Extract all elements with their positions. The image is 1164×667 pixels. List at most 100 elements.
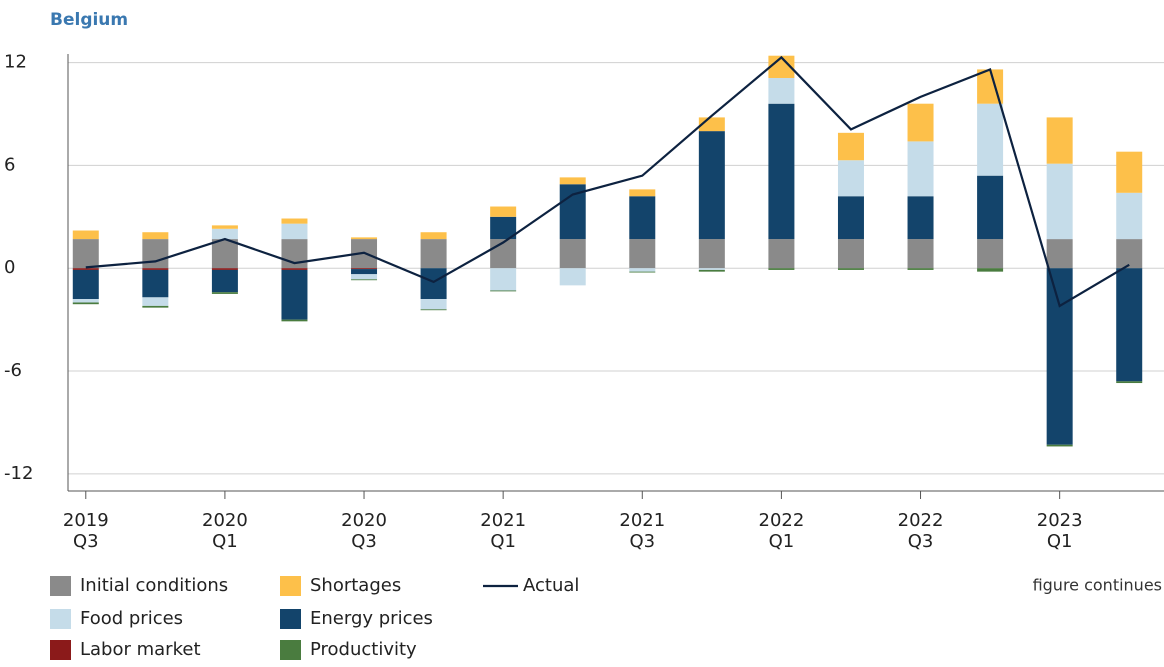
bar-segment — [142, 268, 169, 270]
bar-segment — [142, 297, 169, 306]
x-tick-label: 2023 Q1 — [1037, 510, 1083, 552]
bar-segment — [1116, 268, 1143, 382]
bar-segment — [559, 239, 586, 269]
bar-segment — [211, 269, 238, 293]
bar-segment — [698, 269, 725, 272]
bar-segment — [72, 230, 99, 240]
bar-segment — [629, 239, 656, 269]
bar-segment — [1116, 151, 1143, 193]
bar-segment — [1116, 239, 1143, 269]
bar-segment — [142, 269, 169, 298]
bar-segment — [490, 268, 517, 291]
line — [85, 55, 1130, 308]
bar-segment — [142, 232, 169, 240]
bar-segment — [907, 239, 934, 269]
bar-segment — [211, 225, 238, 229]
bar-segment — [629, 189, 656, 197]
bar-segment — [281, 218, 308, 224]
bar-segment — [837, 132, 864, 161]
legend-label: Shortages — [310, 575, 401, 596]
bar-segment — [1116, 381, 1143, 384]
bar-segment — [281, 268, 308, 270]
x-tick-label: 2019 Q3 — [63, 510, 109, 552]
legend-swatch — [50, 609, 71, 629]
chart-title: Belgium — [50, 10, 128, 30]
bar-segment — [211, 292, 238, 294]
bar-segment — [420, 309, 447, 311]
legend-label: Initial conditions — [80, 575, 228, 596]
bar-segment — [837, 196, 864, 240]
bar-segment — [977, 175, 1004, 240]
legend-swatch — [280, 576, 301, 596]
bar-segment — [1046, 239, 1073, 269]
bar-segment — [490, 239, 517, 269]
note: figure continues — [1033, 576, 1162, 595]
bar-segment — [142, 239, 169, 269]
x-tick-label: 2021 Q1 — [480, 510, 526, 552]
bar-segment — [837, 268, 864, 270]
legend-swatch — [280, 640, 301, 660]
x-tick-label: 2021 Q3 — [619, 510, 665, 552]
y-tick-label: 0 — [4, 257, 15, 278]
bar-segment — [351, 237, 378, 240]
bar-segment — [698, 131, 725, 240]
bar-segment — [907, 196, 934, 240]
bar-segment — [907, 141, 934, 197]
bar-segment — [420, 239, 447, 269]
legend-label: Labor market — [80, 639, 201, 660]
legend-label: Energy prices — [310, 608, 433, 629]
bar-segment — [1046, 444, 1073, 447]
bar-segment — [907, 103, 934, 142]
bar-segment — [837, 160, 864, 197]
bar-segment — [768, 103, 795, 240]
bar-segment — [490, 206, 517, 217]
bar-segment — [420, 268, 447, 300]
bar-segment — [211, 239, 238, 269]
y-tick-label: -12 — [4, 463, 33, 484]
bar-segment — [698, 239, 725, 269]
bar-segment — [351, 274, 378, 280]
bar-segment — [698, 268, 725, 270]
bar-segment — [559, 177, 586, 185]
x-tick-label: 2020 Q3 — [341, 510, 387, 552]
bar-segment — [1046, 163, 1073, 240]
legend-swatch — [50, 576, 71, 596]
bar-segment — [629, 271, 656, 273]
bar-segment — [977, 268, 1004, 272]
bar-segment — [1046, 117, 1073, 164]
bar-segment — [351, 279, 378, 281]
y-tick-label: -6 — [4, 360, 22, 381]
x-tick-label: 2022 Q3 — [898, 510, 944, 552]
bar-segment — [629, 196, 656, 240]
bar-segment — [72, 269, 99, 300]
bar-segment — [977, 103, 1004, 176]
bar-segment — [768, 77, 795, 104]
bar-segment — [490, 290, 517, 292]
bar-segment — [351, 269, 378, 275]
x-tick-label: 2022 Q1 — [759, 510, 805, 552]
bar-segment — [420, 232, 447, 240]
legend-label: Actual — [523, 575, 579, 596]
bar-segment — [142, 305, 169, 308]
legend-swatch — [50, 640, 71, 660]
bar-segment — [1046, 268, 1073, 445]
bar-segment — [629, 268, 656, 272]
bar-segment — [907, 268, 934, 270]
bar-segment — [768, 268, 795, 270]
x-tick-label: 2020 Q1 — [202, 510, 248, 552]
bar-segment — [281, 223, 308, 240]
bar-segment — [420, 299, 447, 310]
bar-segment — [837, 239, 864, 269]
bar-segment — [281, 319, 308, 322]
y-tick-label: 12 — [4, 52, 27, 73]
bar-segment — [490, 216, 517, 240]
bar-segment — [351, 268, 378, 270]
bar-segment — [1116, 192, 1143, 240]
legend-label: Productivity — [310, 639, 417, 660]
bar-segment — [281, 269, 308, 320]
y-tick-label: 6 — [4, 154, 15, 175]
bar-segment — [72, 268, 99, 270]
bar-segment — [211, 268, 238, 270]
bar-segment — [768, 55, 795, 78]
